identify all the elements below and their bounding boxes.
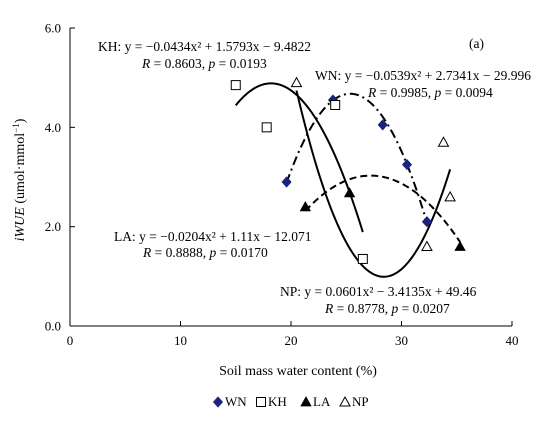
legend-marker-wn	[212, 396, 224, 408]
x-tick-label: 30	[395, 333, 408, 348]
data-point-kh	[357, 253, 368, 264]
equation-wn: WN: y = −0.0539x² + 2.7341x − 29.996	[315, 68, 531, 83]
legend-item-wn: WN	[212, 394, 247, 409]
y-tick-label: 6.0	[45, 21, 61, 36]
data-point-np	[437, 136, 450, 147]
y-tick-label: 2.0	[45, 219, 61, 234]
equation-np: NP: y = 0.0601x² − 3.4135x + 49.46	[280, 284, 477, 299]
y-tick-label: 0.0	[45, 319, 61, 334]
fit-curves	[234, 82, 461, 278]
ticks: 0 10 20 30 40 0.0 2.0 4.0 6.0	[45, 21, 519, 349]
legend-marker-la	[300, 396, 312, 407]
legend-item-np: NP	[339, 394, 369, 409]
data-point-np	[421, 240, 433, 252]
data-point-wn	[377, 119, 388, 131]
equation-la: LA: y = −0.0204x² + 1.11x − 12.071	[114, 229, 312, 244]
fit-curve-wn	[285, 92, 428, 223]
data-point-la	[299, 200, 312, 212]
x-tick-label: 40	[506, 333, 519, 348]
data-point-kh	[261, 122, 272, 133]
data-point-wn	[401, 158, 413, 171]
stats-la: R = 0.8888, p = 0.0170	[142, 245, 268, 260]
legend-label-np: NP	[352, 394, 369, 409]
data-point-la	[343, 187, 356, 198]
stats-np: R = 0.8778, p = 0.0207	[324, 301, 450, 316]
legend-label-wn: WN	[225, 394, 247, 409]
data-point-wn	[281, 176, 292, 188]
legend-label-kh: KH	[268, 394, 287, 409]
data-point-la	[454, 240, 466, 251]
stats-kh: R = 0.8603, p = 0.0193	[141, 56, 267, 71]
fit-curve-la	[304, 174, 461, 243]
data-point-kh	[230, 80, 241, 91]
y-tick-label: 4.0	[45, 120, 61, 135]
fit-curve-kh	[234, 82, 364, 233]
legend-label-la: LA	[313, 394, 331, 409]
panel-label: (a)	[469, 36, 484, 51]
data-point-np	[444, 190, 456, 202]
data-point-wn	[421, 216, 432, 228]
x-tick-label: 10	[174, 333, 187, 348]
legend-marker-np	[339, 395, 351, 407]
stats-wn: R = 0.9985, p = 0.0094	[367, 85, 493, 100]
legend-item-la: LA	[300, 394, 331, 409]
data-point-np	[290, 76, 303, 88]
data-point-kh	[330, 99, 341, 110]
legend-item-kh: KH	[256, 394, 287, 409]
x-tick-label: 0	[67, 333, 74, 348]
data-points	[230, 76, 466, 264]
x-tick-label: 20	[285, 333, 298, 348]
x-axis-title: Soil mass water content (%)	[219, 364, 377, 379]
equation-kh: KH: y = −0.0434x² + 1.5793x − 9.4822	[98, 39, 311, 54]
y-axis-title: iWUE (umol·mmol−1)	[11, 118, 28, 241]
legend-marker-kh	[256, 397, 266, 407]
fit-curve-np	[295, 90, 452, 278]
legend: WN KH LA NP	[212, 394, 369, 409]
